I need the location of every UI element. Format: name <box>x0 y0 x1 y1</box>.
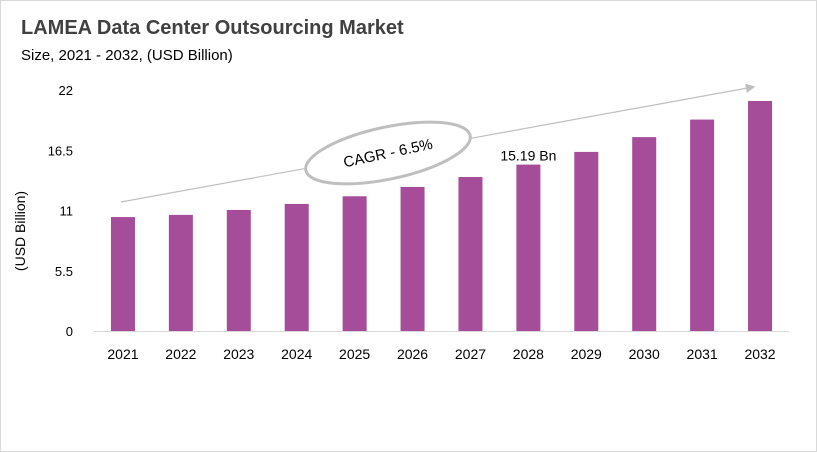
x-tick-label: 2022 <box>165 346 196 362</box>
bar-2027 <box>458 176 483 331</box>
bar-2028 <box>516 164 541 331</box>
y-axis-label: (USD Billion) <box>12 191 28 271</box>
cagr-ellipse: CAGR - 6.5% <box>304 120 472 186</box>
y-tick-label: 5.5 <box>55 264 73 279</box>
x-tick-label: 2025 <box>339 346 370 362</box>
bar-2030 <box>632 137 657 331</box>
data-label: 15.19 Bn <box>500 148 556 164</box>
chart-subtitle: Size, 2021 - 2032, (USD Billion) <box>21 47 233 64</box>
bar-2022 <box>168 214 193 331</box>
x-tick-label: 2030 <box>629 346 660 362</box>
bar-2031 <box>690 119 715 331</box>
x-tick-label: 2029 <box>571 346 602 362</box>
chart-title: LAMEA Data Center Outsourcing Market <box>21 17 404 39</box>
bar-2023 <box>226 209 251 331</box>
x-tick-label: 2026 <box>397 346 428 362</box>
x-tick-label: 2024 <box>281 346 312 362</box>
y-tick-label: 0 <box>66 324 73 339</box>
bar-2024 <box>284 203 309 331</box>
y-tick-label: 16.5 <box>48 143 73 158</box>
bar-2026 <box>400 186 425 331</box>
x-tick-label: 2028 <box>513 346 544 362</box>
x-tick-label: 2027 <box>455 346 486 362</box>
y-tick-label: 11 <box>60 204 74 219</box>
x-tick-label: 2023 <box>223 346 254 362</box>
bar-2025 <box>342 196 367 331</box>
x-tick-label: 2021 <box>107 346 138 362</box>
bar-2032 <box>748 100 773 331</box>
x-tick-label: 2032 <box>744 346 775 362</box>
x-tick-label: 2031 <box>687 346 718 362</box>
bar-2021 <box>110 217 135 331</box>
bar-2029 <box>574 151 599 331</box>
y-tick-label: 22 <box>59 83 73 98</box>
